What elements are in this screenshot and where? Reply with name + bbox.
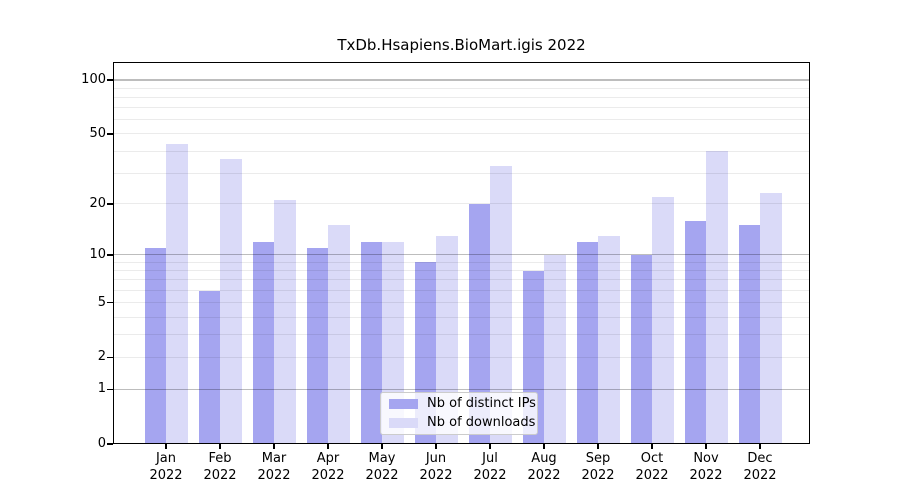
bar-downloads-mar	[274, 200, 296, 444]
x-tick-jan	[165, 444, 167, 449]
gridline-minor-20	[113, 203, 810, 205]
bar-distinct-ips-may	[360, 241, 382, 444]
gridline-minor-6	[113, 290, 810, 292]
legend-item-downloads: Nb of downloads	[389, 416, 537, 430]
y-tick-label-0: 0	[97, 436, 106, 451]
y-tick-label-50: 50	[89, 125, 106, 141]
x-tick-dec	[759, 444, 761, 449]
gridline-minor-30	[113, 172, 810, 174]
gridline-minor-2	[113, 356, 810, 358]
y-tick-100	[107, 79, 113, 81]
chart-title: TxDb.Hsapiens.BioMart.igis 2022	[337, 36, 586, 54]
bar-distinct-ips-dec	[738, 225, 760, 444]
x-tick-jun	[435, 444, 437, 449]
x-tick-oct	[651, 444, 653, 449]
x-tick-label-jan: Jan 2022	[149, 451, 183, 483]
y-tick-label-20: 20	[89, 195, 106, 211]
bar-downloads-feb	[220, 159, 242, 444]
bar-downloads-nov	[706, 151, 728, 444]
bar-distinct-ips-oct	[630, 254, 652, 444]
bar-distinct-ips-apr	[306, 248, 328, 444]
bar-downloads-sep	[598, 235, 620, 444]
x-tick-nov	[705, 444, 707, 449]
bar-downloads-apr	[328, 225, 350, 444]
gridline-minor-8	[113, 270, 810, 272]
bar-distinct-ips-jul	[468, 203, 490, 444]
bar-downloads-jan	[166, 143, 188, 444]
y-tick-label-10: 10	[89, 246, 106, 262]
x-tick-feb	[219, 444, 221, 449]
plot-area	[113, 62, 810, 444]
gridline-minor-9	[113, 261, 810, 263]
x-tick-label-aug: Aug 2022	[527, 451, 561, 483]
x-tick-label-sep: Sep 2022	[581, 451, 615, 483]
legend-label-distinct-ips: Nb of distinct IPs	[427, 396, 536, 411]
y-tick-10	[107, 254, 113, 256]
gridline-minor-60	[113, 119, 810, 121]
x-tick-label-dec: Dec 2022	[743, 451, 777, 483]
y-tick-0	[107, 443, 113, 445]
gridline-major-1	[113, 388, 810, 390]
gridline-major-100	[113, 79, 810, 81]
legend: Nb of distinct IPs Nb of downloads	[380, 392, 538, 435]
x-tick-label-apr: Apr 2022	[311, 451, 345, 483]
y-tick-label-2: 2	[97, 349, 106, 365]
gridline-minor-5	[113, 302, 810, 304]
gridline-major-10	[113, 254, 810, 256]
bar-downloads-oct	[652, 196, 674, 444]
x-tick-label-feb: Feb 2022	[203, 451, 237, 483]
y-tick-2	[107, 356, 113, 359]
gridline-minor-7	[113, 279, 810, 281]
gridline-minor-50	[113, 133, 810, 135]
bar-distinct-ips-mar	[252, 241, 274, 444]
x-tick-label-jul: Jul 2022	[473, 451, 507, 483]
legend-item-distinct-ips: Nb of distinct IPs	[389, 397, 537, 411]
x-tick-jul	[489, 444, 491, 449]
gridline-minor-40	[113, 150, 810, 152]
legend-swatch-downloads	[389, 418, 418, 428]
bar-downloads-jun	[436, 235, 458, 444]
legend-label-downloads: Nb of downloads	[427, 415, 536, 430]
y-tick-20	[107, 203, 113, 205]
x-tick-label-oct: Oct 2022	[635, 451, 669, 483]
x-tick-apr	[327, 444, 329, 449]
bar-downloads-aug	[544, 254, 566, 444]
y-tick-1	[107, 388, 113, 391]
y-tick-label-5: 5	[97, 294, 106, 310]
gridline-minor-90	[113, 87, 810, 89]
x-tick-label-jun: Jun 2022	[419, 451, 453, 483]
x-tick-sep	[597, 444, 599, 449]
y-tick-label-100: 100	[81, 72, 106, 87]
bar-distinct-ips-nov	[684, 220, 706, 444]
y-tick-50	[107, 133, 113, 135]
gridline-minor-3	[113, 334, 810, 336]
bar-distinct-ips-feb	[198, 290, 220, 444]
x-tick-label-nov: Nov 2022	[689, 451, 723, 483]
bar-distinct-ips-sep	[576, 241, 598, 444]
y-tick-label-1: 1	[97, 381, 106, 397]
gridline-minor-4	[113, 316, 810, 318]
gridline-minor-70	[113, 107, 810, 109]
x-tick-label-mar: Mar 2022	[257, 451, 291, 483]
legend-swatch-distinct-ips	[389, 399, 418, 409]
y-tick-5	[107, 301, 113, 304]
x-tick-aug	[543, 444, 545, 449]
bar-downloads-dec	[760, 193, 782, 444]
bar-downloads-jul	[490, 165, 512, 444]
x-tick-may	[381, 444, 383, 449]
gridline-minor-80	[113, 96, 810, 98]
bar-distinct-ips-jan	[144, 248, 166, 444]
x-tick-mar	[273, 444, 275, 449]
x-tick-label-may: May 2022	[365, 451, 399, 483]
